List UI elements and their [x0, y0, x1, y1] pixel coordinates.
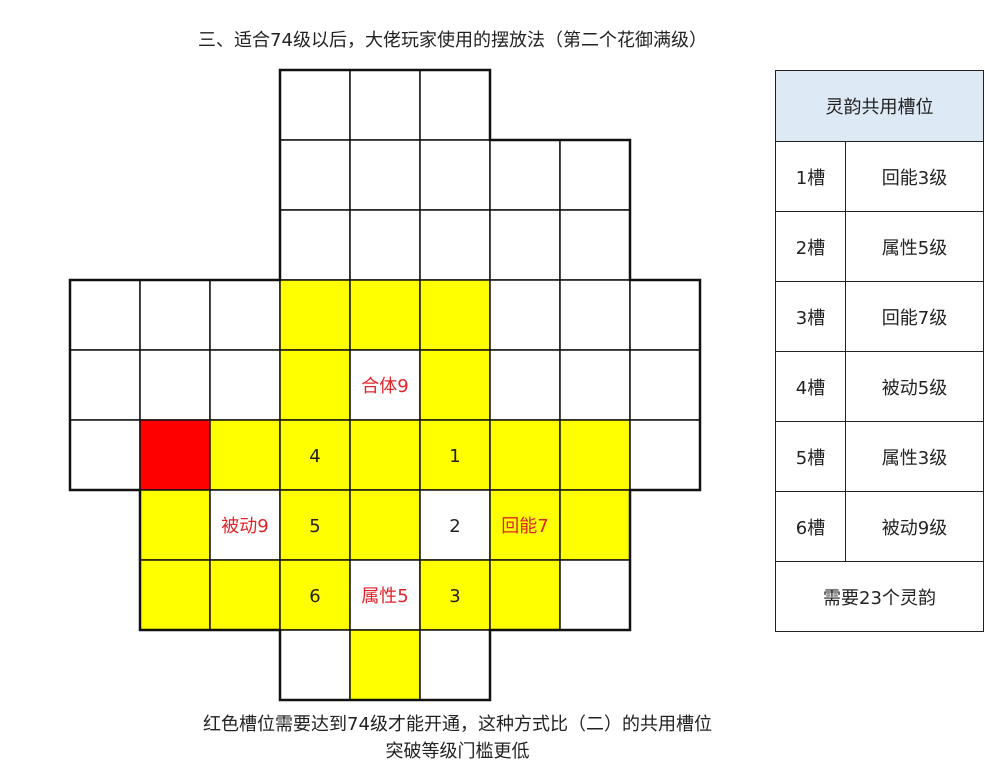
empty-slot [209, 489, 281, 561]
empty-slot [139, 279, 211, 351]
slot-label: 6槽 [776, 492, 846, 561]
yellow-slot [209, 559, 281, 631]
table-header: 灵韵共用槽位 [776, 71, 983, 141]
slot-label: 1槽 [776, 142, 846, 211]
slot-label: 3槽 [776, 282, 846, 351]
empty-slot [559, 209, 631, 281]
shared-slot-table: 灵韵共用槽位 1槽 回能3级 2槽 属性5级 3槽 回能7级 4槽 被动5级 5槽 属性3… [775, 70, 984, 632]
empty-slot [629, 279, 701, 351]
yellow-slot [349, 489, 421, 561]
empty-slot [209, 279, 281, 351]
empty-slot [349, 349, 421, 421]
empty-slot [349, 139, 421, 211]
yellow-slot [279, 349, 351, 421]
empty-slot [559, 349, 631, 421]
cell-label: 回能7 [501, 516, 548, 537]
empty-slot [629, 419, 701, 491]
empty-slot [349, 209, 421, 281]
yellow-slot [349, 419, 421, 491]
note-line-1: 红色槽位需要达到74级才能开通，这种方式比（二）的共用槽位 [203, 714, 712, 735]
empty-slot [559, 139, 631, 211]
empty-slot [279, 139, 351, 211]
yellow-slot [419, 279, 491, 351]
yellow-slot [559, 419, 631, 491]
slot-value: 回能7级 [881, 307, 948, 329]
yellow-slot [139, 489, 211, 561]
empty-slot [489, 349, 561, 421]
yellow-slot [349, 279, 421, 351]
empty-slot [349, 69, 421, 141]
empty-slot [279, 69, 351, 141]
yellow-slot [559, 489, 631, 561]
empty-slot [559, 279, 631, 351]
yellow-slot [489, 559, 561, 631]
slot-value: 属性3级 [881, 447, 948, 469]
cell-label: 1 [449, 446, 460, 467]
empty-slot [419, 139, 491, 211]
table-footer: 需要23个灵韵 [776, 561, 983, 631]
yellow-slot [139, 559, 211, 631]
cell-label: 5 [309, 516, 320, 537]
yellow-slot [349, 629, 421, 701]
yellow-slot [209, 419, 281, 491]
empty-slot [69, 279, 141, 351]
slot-value: 被动5级 [881, 377, 948, 399]
yellow-slot [279, 279, 351, 351]
yellow-slot [489, 489, 561, 561]
empty-slot [419, 209, 491, 281]
slot-label: 4槽 [776, 352, 846, 421]
empty-slot [419, 69, 491, 141]
slot-value: 被动9级 [881, 517, 948, 539]
empty-slot [629, 349, 701, 421]
cell-label: 被动9 [221, 516, 268, 537]
empty-slot [209, 349, 281, 421]
slot-label: 2槽 [776, 212, 846, 281]
yellow-slot [419, 559, 491, 631]
empty-slot [559, 559, 631, 631]
cell-label: 属性5 [361, 586, 408, 607]
empty-slot [69, 349, 141, 421]
cell-label: 4 [309, 446, 320, 467]
yellow-slot [279, 489, 351, 561]
cell-label: 2 [449, 516, 460, 537]
yellow-slot [419, 419, 491, 491]
page-title: 三、适合74级以后，大佬玩家使用的摆放法（第二个花御满级） [198, 30, 707, 51]
yellow-slot [279, 559, 351, 631]
yellow-slot [489, 419, 561, 491]
locked-red-slot [139, 419, 211, 491]
yellow-slot [419, 349, 491, 421]
empty-slot [279, 209, 351, 281]
cell-label: 合体9 [361, 376, 408, 397]
empty-slot [489, 209, 561, 281]
empty-slot [349, 559, 421, 631]
cell-label: 3 [449, 586, 460, 607]
slot-label: 5槽 [776, 422, 846, 491]
empty-slot [489, 139, 561, 211]
empty-slot [419, 629, 491, 701]
empty-slot [69, 419, 141, 491]
slot-value: 属性5级 [881, 237, 948, 259]
slot-value: 回能3级 [881, 167, 948, 189]
empty-slot [489, 279, 561, 351]
empty-slot [279, 629, 351, 701]
cell-label: 6 [309, 586, 320, 607]
note-line-2: 突破等级门槛更低 [385, 741, 530, 762]
empty-slot [139, 349, 211, 421]
grid-outline [68, 68, 702, 702]
